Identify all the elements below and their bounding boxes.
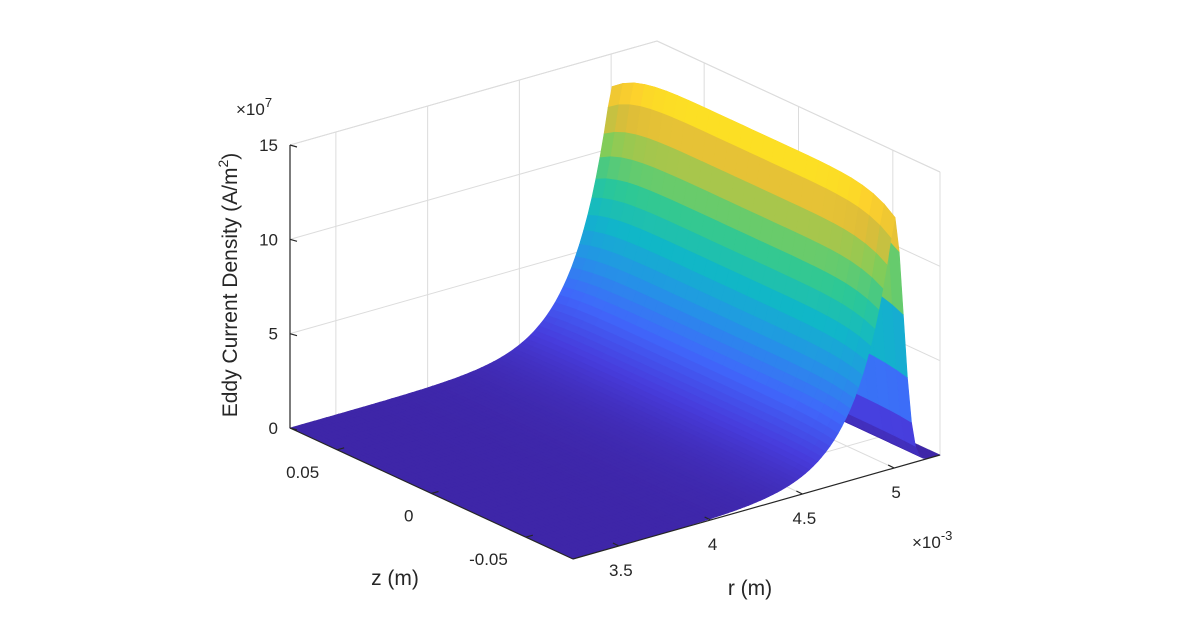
x-tick-mark — [612, 542, 620, 547]
x-tick-mark — [887, 464, 895, 469]
z-tick-mark — [289, 427, 298, 431]
y-tick-label: 0.05 — [286, 463, 319, 482]
z-axis-label-sup: 2 — [215, 160, 231, 168]
z-tick-label: 10 — [259, 230, 278, 249]
z-tick-label: 0 — [269, 419, 278, 438]
x-tick-label: 5 — [891, 483, 900, 502]
axis-line — [572, 454, 941, 560]
z-tick-label: 5 — [269, 325, 278, 344]
y-tick-mark — [525, 534, 533, 538]
z-axis-label: Eddy Current Density (A/m2) — [215, 153, 242, 418]
z-exponent-label: ×107 — [236, 95, 272, 119]
y-axis-label: z (m) — [371, 567, 419, 590]
z-tick-mark — [289, 333, 298, 337]
box-edge — [656, 40, 941, 173]
label-layer: r (m) z (m) Eddy Current Density (A/m2) … — [215, 95, 952, 600]
x-axis-label: r (m) — [728, 577, 772, 600]
x-tick-mark — [796, 490, 803, 495]
surface-layer — [289, 82, 941, 560]
x-tick-label: 4 — [708, 535, 717, 554]
x-exponent-label: ×10-3 — [912, 528, 952, 552]
y-tick-label: -0.05 — [469, 550, 508, 569]
y-tick-mark — [337, 447, 345, 451]
z-tick-mark — [289, 238, 298, 242]
x-tick-mark — [704, 516, 711, 521]
x-tick-label: 3.5 — [609, 561, 633, 580]
y-tick-mark — [431, 490, 439, 495]
x-tick-label: 4.5 — [793, 509, 817, 528]
box-edge — [289, 40, 658, 146]
z-tick-mark — [289, 144, 298, 148]
axes-layer: 3.5 4 4.5 5 -0.05 0 0.05 0 5 10 15 — [259, 136, 941, 580]
y-tick-label: 0 — [404, 507, 413, 526]
z-tick-label: 15 — [259, 136, 278, 155]
grid-line — [289, 134, 658, 240]
